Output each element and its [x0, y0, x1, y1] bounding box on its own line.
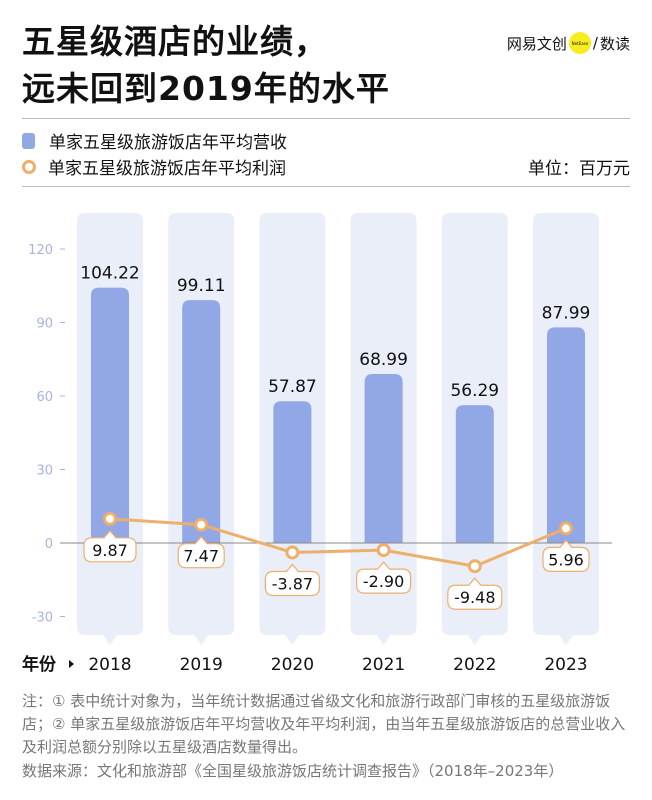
bar-revenue	[455, 405, 494, 543]
chart-title: 五星级酒店的业绩， 远未回到2019年的水平	[22, 18, 390, 112]
profit-label-box	[356, 561, 412, 594]
legend-label-profit: 单家五星级旅游饭店年平均利润	[48, 159, 286, 179]
profit-label-box	[447, 577, 503, 610]
legend-profit: 单家五星级旅游饭店年平均利润	[22, 154, 286, 179]
profit-label-box	[542, 539, 590, 572]
x-tick-label: 2021	[362, 655, 405, 675]
y-tick-label: 30	[36, 464, 53, 479]
title-line-2: 远未回到2019年的水平	[22, 69, 390, 108]
x-axis-label: 年份	[22, 654, 57, 675]
y-tick-label: 60	[36, 390, 53, 405]
profit-label-box	[264, 563, 320, 597]
bar-value-label: 68.99	[359, 350, 408, 370]
unit-label: 单位：百万元	[528, 159, 630, 179]
profit-value-label: -3.87	[272, 574, 313, 593]
profit-point	[285, 545, 300, 560]
bar-value-label: 56.29	[450, 381, 499, 401]
bar-revenue	[273, 401, 312, 543]
profit-value-label: -2.90	[363, 572, 404, 591]
x-tick-label: 2019	[180, 655, 223, 675]
y-tick-label: -30	[32, 611, 53, 626]
footnote: 注：① 表中统计对象为，当年统计数据通过省级文化和旅游行政部门审核的五星级旅游饭…	[22, 692, 626, 756]
y-tick-label: 90	[36, 317, 53, 332]
y-tick-label: 0	[45, 537, 53, 552]
divider-top	[22, 118, 630, 119]
legend-revenue: 单家五星级旅游饭店年平均营收	[22, 128, 287, 153]
x-tick-label: 2018	[88, 655, 131, 675]
x-tick-label: 2022	[453, 655, 496, 675]
bar-swatch-icon	[22, 132, 35, 149]
profit-value-label: -9.48	[454, 588, 495, 607]
logo-slash: /	[592, 34, 598, 52]
circle-swatch-icon	[22, 159, 36, 174]
bar-value-label: 87.99	[542, 303, 591, 323]
profit-point	[467, 559, 482, 574]
logo-name: 数读	[599, 34, 630, 53]
logo-badge: NetEase	[568, 32, 591, 54]
profit-point	[376, 543, 391, 558]
profit-line	[109, 517, 567, 568]
bar-revenue	[364, 373, 403, 543]
brand-logo: 网易文创 NetEase / 数读	[507, 32, 630, 54]
chart-area: -30 0 30 60 90 120 104.22 99.11 57.87 68.99 56.29 8…	[22, 213, 612, 675]
legend-label-revenue: 单家五星级旅游饭店年平均营收	[49, 133, 287, 153]
bar-value-label: 104.22	[80, 264, 139, 284]
bar-revenue	[182, 300, 221, 543]
logo-brand: 网易文创	[506, 34, 567, 53]
bar-value-label: 99.11	[177, 276, 226, 296]
profit-value-label: 7.47	[183, 547, 219, 566]
data-source: 数据来源：文化和旅游部《全国星级旅游饭店统计调查报告》（2018年–2023年）	[22, 762, 564, 780]
profit-value-label: 5.96	[548, 550, 584, 569]
bar-value-label: 57.87	[268, 377, 317, 397]
x-tick-label: 2023	[544, 655, 587, 675]
profit-point	[103, 511, 117, 526]
bar-revenue	[91, 287, 129, 543]
x-tick-label: 2020	[271, 655, 314, 675]
profit-label-box	[177, 535, 225, 569]
arrow-right-icon	[69, 660, 74, 668]
profit-value-label: 9.87	[92, 541, 128, 560]
title-line-1: 五星级酒店的业绩，	[22, 22, 328, 61]
bar-revenue	[547, 327, 585, 543]
profit-label-box	[83, 529, 137, 563]
y-tick-label: 120	[28, 243, 53, 258]
divider-bottom	[22, 186, 630, 187]
profit-point	[559, 521, 573, 536]
profit-point	[194, 517, 209, 532]
